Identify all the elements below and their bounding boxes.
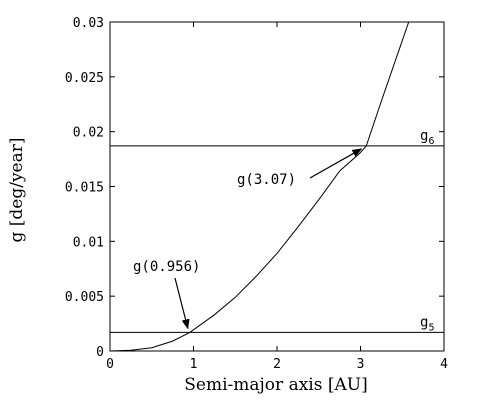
x-axis-label: Semi-major axis [AU] <box>184 375 367 395</box>
y-tick-label: 0.015 <box>65 181 104 196</box>
hline-label-g5: g5 <box>420 314 434 333</box>
y-tick-label: 0.01 <box>73 235 104 250</box>
series-curve <box>109 21 410 352</box>
x-tick-label: 4 <box>440 357 448 372</box>
annotation-arrow <box>309 148 363 179</box>
y-axis-label: g [deg/year] <box>7 137 27 242</box>
annotation-arrow <box>174 277 190 330</box>
y-tick-label: 0.02 <box>73 126 104 141</box>
x-tick-label: 1 <box>190 357 198 372</box>
y-tick-label: 0 <box>96 345 104 360</box>
x-tick-label: 0 <box>106 357 114 372</box>
y-tick-label: 0.005 <box>65 290 104 305</box>
y-tick-label: 0.03 <box>73 16 104 31</box>
hline-label-g6: g6 <box>420 128 434 147</box>
x-tick-label: 2 <box>273 357 281 372</box>
annotation-label: g(0.956) <box>133 259 200 275</box>
x-tick-label: 3 <box>357 357 365 372</box>
annotation-label: g(3.07) <box>237 172 296 188</box>
y-tick-label: 0.025 <box>65 71 104 86</box>
